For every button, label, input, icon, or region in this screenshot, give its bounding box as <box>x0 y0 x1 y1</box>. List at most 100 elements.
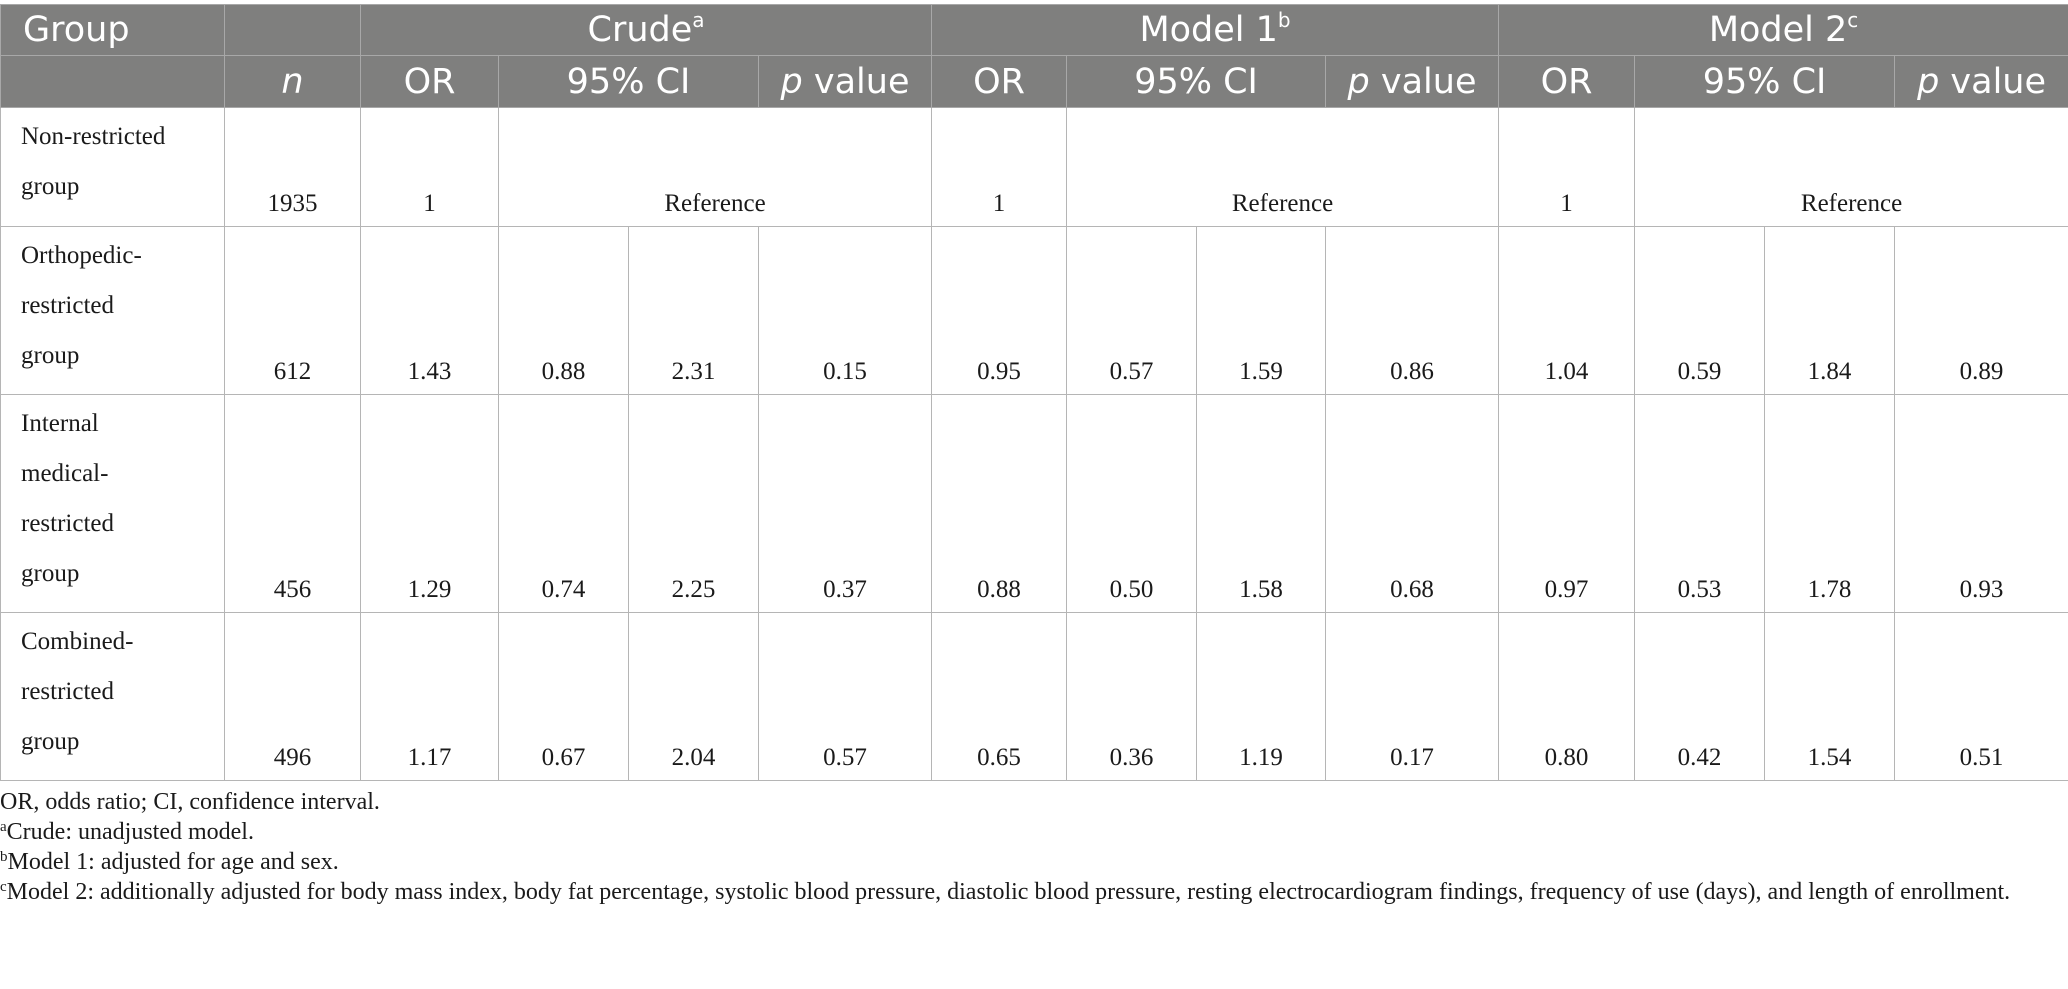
group-line: group <box>21 173 80 200</box>
ci-high-cell: 2.25 <box>628 394 759 613</box>
or-cell: 0.95 <box>931 226 1068 395</box>
header-ci: 95% CI <box>1066 55 1327 108</box>
footnote-c-text: Model 2: additionally adjusted for body … <box>6 879 2011 905</box>
or-cell: 1 <box>1498 107 1636 227</box>
header-p-italic: p <box>1917 61 1940 102</box>
header-model1: Model 1b <box>931 4 1500 56</box>
header-or: OR <box>931 55 1068 108</box>
group-line: group <box>21 342 80 369</box>
p-cell: 0.89 <box>1894 226 2068 395</box>
group-line: group <box>21 560 80 587</box>
header-p: p value <box>1325 55 1500 108</box>
p-cell: 0.17 <box>1325 612 1500 781</box>
footnote-c: cModel 2: additionally adjusted for body… <box>0 877 2040 907</box>
or-cell: 0.80 <box>1498 612 1636 781</box>
header-row-1: Group Crudea Model 1b Model 2c <box>0 4 2068 56</box>
footnote-a-marker: a <box>0 819 7 835</box>
ci-low-cell: 0.88 <box>498 226 629 395</box>
header-blank-2 <box>0 55 225 108</box>
p-cell: 0.57 <box>757 612 933 781</box>
n-cell: 456 <box>224 394 361 613</box>
ci-low-cell: 0.50 <box>1066 394 1198 613</box>
or-cell: 1 <box>931 107 1068 227</box>
ci-low-cell: 0.74 <box>498 394 629 613</box>
or-cell: 1.29 <box>360 394 499 613</box>
header-model2-sup: c <box>1847 8 1859 32</box>
header-crude-label: Crude <box>587 10 693 50</box>
p-cell: 0.51 <box>1894 612 2068 781</box>
group-line: restricted <box>21 678 115 705</box>
n-cell: 496 <box>224 612 361 781</box>
group-line: Combined- <box>21 628 134 655</box>
header-p: p value <box>757 55 933 108</box>
group-line: restricted <box>21 292 115 319</box>
header-model2: Model 2c <box>1498 4 2068 56</box>
ci-low-cell: 0.53 <box>1634 394 1766 613</box>
header-n: n <box>224 55 361 108</box>
footnote-abbreviations: OR, odds ratio; CI, confidence interval. <box>0 789 380 815</box>
ci-low-cell: 0.59 <box>1634 226 1766 395</box>
header-n-label: n <box>281 61 304 102</box>
table-row: Non-restricted group 1935 1 Reference 1 R… <box>0 107 2068 227</box>
ci-high-cell: 1.84 <box>1764 226 1896 395</box>
group-line: Orthopedic- <box>21 242 142 269</box>
group-cell: Internal medical-restricted group <box>0 394 225 613</box>
footnote-b: bModel 1: adjusted for age and sex. <box>0 847 2068 877</box>
or-cell: 1 <box>360 107 499 227</box>
group-line: group <box>21 728 80 755</box>
table-footnotes: OR, odds ratio; CI, confidence interval.… <box>0 787 2068 907</box>
footnote-b-text: Model 1: adjusted for age and sex. <box>7 849 339 875</box>
header-group: Group <box>0 4 225 56</box>
header-model2-label: Model 2 <box>1708 10 1848 50</box>
header-crude: Crudea <box>359 4 933 56</box>
group-cell: Non-restricted group <box>0 107 225 227</box>
header-model1-sup: b <box>1277 8 1291 32</box>
header-crude-sup: a <box>692 8 705 32</box>
ci-high-cell: 1.58 <box>1196 394 1327 613</box>
reference-cell: Reference <box>497 107 933 227</box>
group-cell: Combined-restricted group <box>0 612 225 781</box>
table-row: Orthopedic-restricted group 612 1.43 0.88… <box>0 226 2068 395</box>
header-p-italic: p <box>1347 61 1370 102</box>
p-cell: 0.15 <box>757 226 933 395</box>
ci-high-cell: 1.78 <box>1764 394 1896 613</box>
ci-low-cell: 0.67 <box>498 612 629 781</box>
p-cell: 0.93 <box>1894 394 2068 613</box>
ci-low-cell: 0.42 <box>1634 612 1766 781</box>
header-row-2: n OR 95% CI p value OR 95% CI p value OR… <box>0 55 2068 108</box>
group-line: restricted <box>21 510 115 537</box>
header-p: p value <box>1894 55 2068 108</box>
header-p-italic: p <box>780 61 803 102</box>
header-or: OR <box>1498 55 1636 108</box>
footnote-c-marker: c <box>0 879 7 895</box>
header-blank <box>224 4 361 56</box>
header-ci: 95% CI <box>498 55 759 108</box>
ci-high-cell: 1.59 <box>1196 226 1327 395</box>
footnote-a: aCrude: unadjusted model. <box>0 817 2068 847</box>
p-cell: 0.68 <box>1325 394 1500 613</box>
table-row: Combined-restricted group 496 1.17 0.67 2… <box>0 612 2068 781</box>
ci-high-cell: 1.54 <box>1764 612 1896 781</box>
footnote-b-marker: b <box>0 849 8 865</box>
ci-low-cell: 0.36 <box>1066 612 1198 781</box>
n-cell: 612 <box>224 226 361 395</box>
ci-high-cell: 2.04 <box>628 612 759 781</box>
or-cell: 1.04 <box>1498 226 1636 395</box>
p-cell: 0.37 <box>757 394 933 613</box>
table-row: Internal medical-restricted group 456 1.29… <box>0 394 2068 613</box>
or-cell: 1.17 <box>360 612 499 781</box>
ci-low-cell: 0.57 <box>1066 226 1198 395</box>
ci-high-cell: 1.19 <box>1196 612 1327 781</box>
or-cell: 0.97 <box>1498 394 1636 613</box>
group-line: Internal <box>21 410 99 437</box>
or-cell: 1.43 <box>360 226 499 395</box>
p-cell: 0.86 <box>1325 226 1500 395</box>
header-p-rest: value <box>1939 61 2047 102</box>
header-p-rest: value <box>1369 61 1477 102</box>
header-or: OR <box>360 55 499 108</box>
footnote-a-text: Crude: unadjusted model. <box>6 819 254 845</box>
reference-cell: Reference <box>1066 107 1500 227</box>
header-model1-label: Model 1 <box>1139 10 1278 50</box>
header-p-rest: value <box>802 61 910 102</box>
ci-high-cell: 2.31 <box>628 226 759 395</box>
